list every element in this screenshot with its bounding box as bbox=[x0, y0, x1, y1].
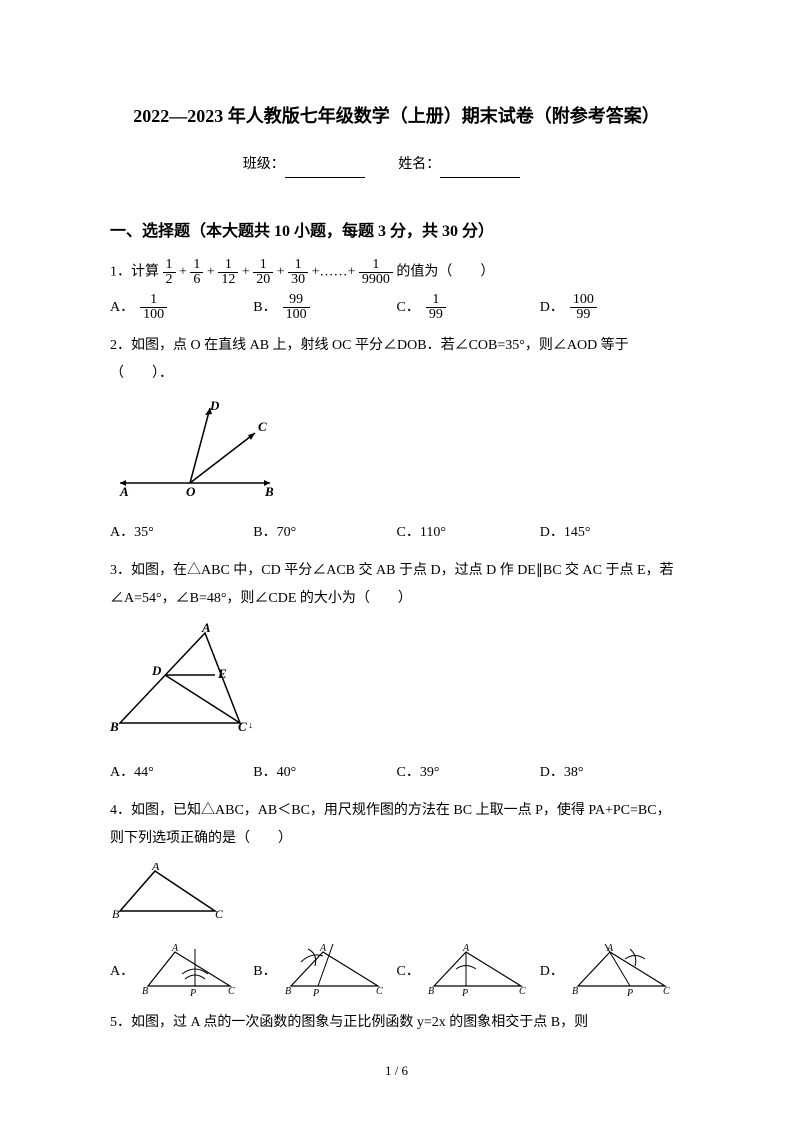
q4-opt-c: C． A B P C bbox=[397, 944, 540, 999]
svg-text:C: C bbox=[376, 986, 383, 997]
q2-label-b: B bbox=[264, 484, 274, 498]
svg-text:B: B bbox=[112, 907, 120, 921]
svg-text:P: P bbox=[461, 988, 468, 999]
svg-text:A: A bbox=[462, 944, 470, 954]
svg-text:C: C bbox=[228, 986, 235, 997]
section-title: 一、选择题（本大题共 10 小题，每题 3 分，共 30 分） bbox=[110, 218, 683, 247]
q5-text: 5．如图，过 A 点的一次函数的图象与正比例函数 y=2x 的图象相交于点 B，… bbox=[110, 1009, 683, 1037]
q2-figure: A O B C D bbox=[110, 398, 683, 509]
q3-opt-a: A．44° bbox=[110, 759, 253, 787]
svg-text:B: B bbox=[285, 986, 291, 997]
svg-text:A: A bbox=[606, 944, 614, 954]
header-fields: 班级： 姓名： bbox=[110, 152, 683, 177]
svg-text:B: B bbox=[142, 986, 148, 997]
svg-text:C: C bbox=[215, 907, 224, 921]
q1-opt-c: C． 199 bbox=[397, 293, 540, 322]
q2-label-o: O bbox=[186, 484, 196, 498]
question-1: 1．计算 12 + 16 + 112 + 120 + 130 +……+ 1990… bbox=[110, 258, 683, 322]
q2-label-a: A bbox=[119, 484, 129, 498]
q1-frac-1: 12 bbox=[163, 258, 176, 287]
svg-text:A: A bbox=[171, 944, 179, 954]
svg-text:P: P bbox=[312, 988, 319, 999]
question-5: 5．如图，过 A 点的一次函数的图象与正比例函数 y=2x 的图象相交于点 B，… bbox=[110, 1009, 683, 1037]
svg-text:B: B bbox=[572, 986, 578, 997]
q4-opt-d: D． A B P C bbox=[540, 944, 683, 999]
q2-opt-a: A．35° bbox=[110, 519, 253, 547]
svg-text:A: A bbox=[319, 944, 327, 954]
q4-options: A． A B P C B． A B P C bbox=[110, 944, 683, 999]
q1-ellipsis: +……+ bbox=[312, 265, 356, 280]
q1-frac-3: 112 bbox=[218, 258, 238, 287]
q1-suffix: 的值为（ ） bbox=[396, 265, 494, 280]
page-title: 2022—2023 年人教版七年级数学（上册）期末试卷（附参考答案） bbox=[110, 100, 683, 132]
q1-frac-5: 130 bbox=[288, 258, 308, 287]
q1-frac-4: 120 bbox=[253, 258, 273, 287]
q1-frac-2: 16 bbox=[190, 258, 203, 287]
q1-opt-b: B． 99100 bbox=[253, 293, 396, 322]
svg-text:D: D bbox=[151, 663, 162, 678]
class-label: 班级： bbox=[243, 157, 285, 172]
svg-text:C: C bbox=[663, 986, 670, 997]
name-input-line[interactable] bbox=[440, 162, 520, 178]
q3-opt-b: B．40° bbox=[253, 759, 396, 787]
q3-figure: A B C D E ↓ bbox=[110, 623, 683, 749]
name-label: 姓名： bbox=[398, 157, 440, 172]
q2-text: 2．如图，点 O 在直线 AB 上，射线 OC 平分∠DOB．若∠COB=35°… bbox=[110, 332, 683, 388]
q4-figure: A B C bbox=[110, 863, 683, 934]
question-2: 2．如图，点 O 在直线 AB 上，射线 OC 平分∠DOB．若∠COB=35°… bbox=[110, 332, 683, 547]
svg-text:B: B bbox=[110, 719, 119, 734]
q2-label-c: C bbox=[258, 419, 267, 434]
q1-opt-a: A． 1100 bbox=[110, 293, 253, 322]
svg-text:A: A bbox=[151, 863, 160, 873]
q2-opt-c: C．110° bbox=[397, 519, 540, 547]
q3-options: A．44° B．40° C．39° D．38° bbox=[110, 759, 683, 787]
q1-frac-last: 19900 bbox=[359, 258, 393, 287]
question-4: 4．如图，已知△ABC，AB＜BC，用尺规作图的方法在 BC 上取一点 P，使得… bbox=[110, 797, 683, 999]
svg-text:E: E bbox=[217, 666, 227, 681]
q1-prefix: 1．计算 bbox=[110, 265, 159, 280]
q1-opt-d: D． 10099 bbox=[540, 293, 683, 322]
q4-opt-a: A． A B P C bbox=[110, 944, 253, 999]
q1-options: A． 1100 B． 99100 C． 199 D． 10099 bbox=[110, 293, 683, 322]
question-3: 3．如图，在△ABC 中，CD 平分∠ACB 交 AB 于点 D，过点 D 作 … bbox=[110, 557, 683, 787]
q2-label-d: D bbox=[209, 398, 220, 413]
svg-text:↓: ↓ bbox=[248, 720, 253, 731]
page-footer: 1 / 6 bbox=[0, 1059, 793, 1082]
q3-opt-c: C．39° bbox=[397, 759, 540, 787]
svg-text:P: P bbox=[189, 988, 196, 999]
svg-text:C: C bbox=[519, 986, 526, 997]
svg-text:A: A bbox=[201, 623, 211, 635]
q3-text: 3．如图，在△ABC 中，CD 平分∠ACB 交 AB 于点 D，过点 D 作 … bbox=[110, 557, 683, 613]
q4-text: 4．如图，已知△ABC，AB＜BC，用尺规作图的方法在 BC 上取一点 P，使得… bbox=[110, 797, 683, 853]
class-input-line[interactable] bbox=[285, 162, 365, 178]
q2-opt-b: B．70° bbox=[253, 519, 396, 547]
q2-options: A．35° B．70° C．110° D．145° bbox=[110, 519, 683, 547]
svg-text:B: B bbox=[428, 986, 434, 997]
q4-opt-b: B． A B P C bbox=[253, 944, 396, 999]
q2-opt-d: D．145° bbox=[540, 519, 683, 547]
svg-text:C: C bbox=[238, 719, 247, 734]
svg-text:P: P bbox=[626, 988, 633, 999]
q3-opt-d: D．38° bbox=[540, 759, 683, 787]
